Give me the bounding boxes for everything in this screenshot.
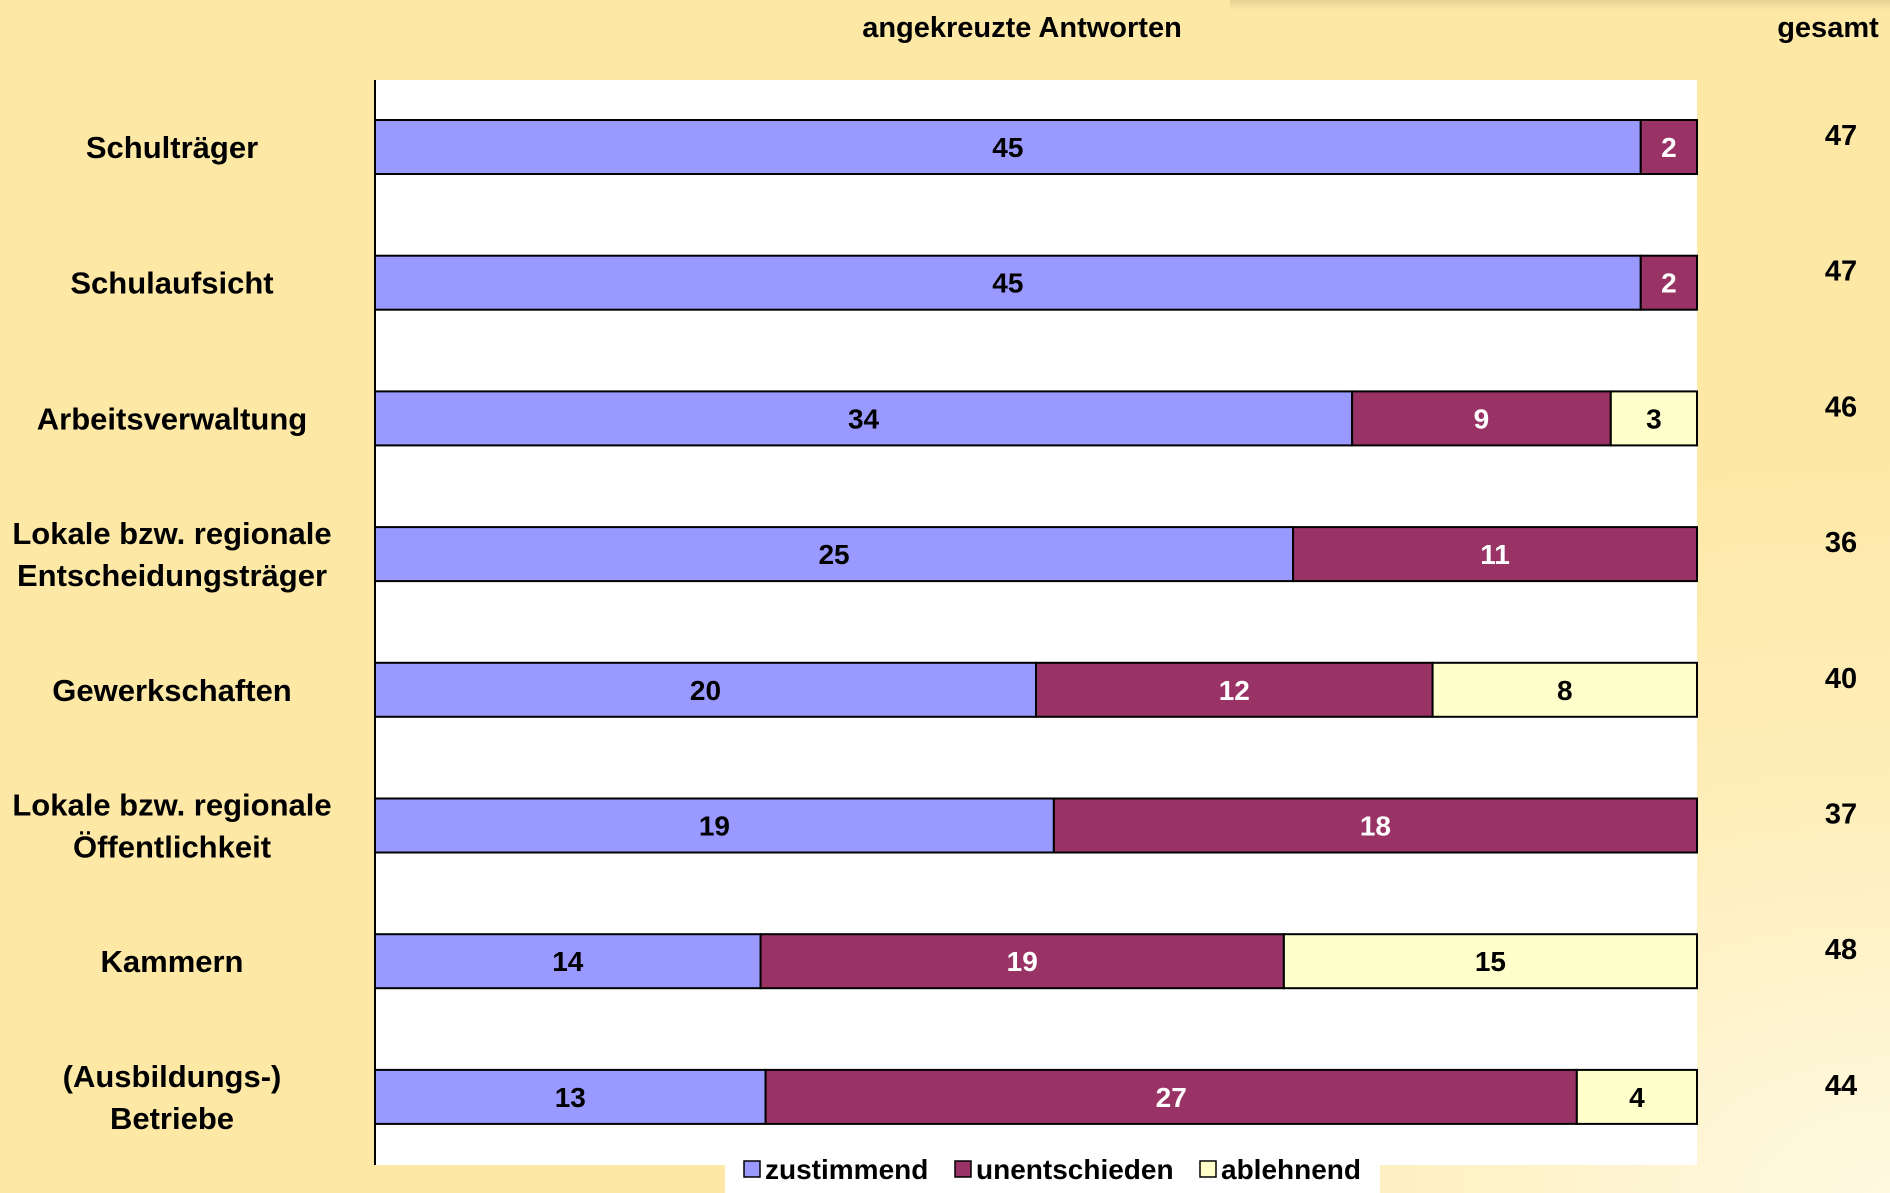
category-label: Gewerkschaften: [52, 673, 292, 708]
row-totals: 47 47 46 36 40 37 48 44: [1825, 120, 1857, 1102]
bar-segment: [374, 119, 1642, 175]
bar-value-label: 25: [818, 539, 849, 570]
bar-segment: [1292, 526, 1698, 583]
bar-segment: [759, 933, 1285, 990]
legend-swatch: [743, 1160, 761, 1178]
row-total-value: 47: [1825, 120, 1857, 152]
bar-value-label: 9: [1474, 403, 1490, 434]
bar-value-label: 18: [1360, 811, 1391, 842]
category-label: Lokale bzw. regionale Öffentlichkeit: [12, 788, 331, 865]
category-label: Schulträger: [86, 130, 258, 165]
bar-value-label: 45: [992, 132, 1023, 163]
category-labels: Schulträger Schulaufsicht Arbeitsverwaltun…: [12, 130, 331, 1136]
bar-value-label: 19: [699, 811, 730, 842]
row-total-value: 37: [1825, 799, 1857, 831]
bar-value-label: 2: [1661, 268, 1677, 299]
legend-box: [725, 1147, 1380, 1193]
bar-segment: [374, 254, 1642, 311]
bar-segment: [374, 526, 1295, 583]
bars-group: 45 2 45 2 34 9 3 25 11 20 12 8 19 18 14 19 15 13 27 4: [374, 119, 1699, 1125]
row-total-value: 36: [1825, 527, 1857, 559]
category-label: Kammern: [101, 944, 244, 979]
bar-segment: [374, 797, 1055, 854]
bar-value-label: 4: [1629, 1082, 1645, 1113]
bar-segment: [1639, 119, 1698, 175]
bar-segment: [1431, 661, 1698, 718]
legend-swatch: [954, 1160, 972, 1178]
bar-value-label: 19: [1007, 946, 1038, 977]
bar-value-label: 45: [992, 268, 1023, 299]
legend: zustimmend unentschieden ablehnend: [743, 1154, 1361, 1185]
bar-value-label: 2: [1661, 132, 1677, 163]
legend-label: zustimmend: [765, 1154, 928, 1185]
bar-segment: [1609, 390, 1698, 447]
row-total-value: 40: [1825, 663, 1857, 695]
bar-value-label: 3: [1646, 403, 1662, 434]
chart-title: angekreuzte Antworten: [862, 12, 1182, 44]
bar-value-label: 34: [848, 403, 880, 434]
bar-value-label: 15: [1475, 946, 1506, 977]
bar-segment: [1575, 1068, 1699, 1125]
bar-value-label: 12: [1219, 675, 1250, 706]
bar-segment: [374, 933, 762, 990]
bar-value-label: 11: [1480, 539, 1510, 570]
bar-value-label: 27: [1156, 1082, 1187, 1113]
row-total-value: 44: [1825, 1070, 1857, 1102]
bar-value-label: 8: [1557, 675, 1573, 706]
bar-segment: [374, 661, 1037, 718]
bar-segment: [1052, 797, 1698, 854]
row-total-value: 46: [1825, 391, 1857, 423]
bar-value-label: 13: [555, 1082, 586, 1113]
legend-swatch: [1199, 1160, 1217, 1178]
category-label: Lokale bzw. regionale Entscheidungsträger: [12, 516, 331, 593]
bar-value-label: 20: [690, 675, 721, 706]
row-total-value: 47: [1825, 256, 1857, 288]
bar-segment: [1035, 661, 1434, 718]
bar-segment: [1639, 254, 1698, 311]
row-total-value: 48: [1825, 934, 1857, 966]
legend-label: ablehnend: [1221, 1154, 1361, 1185]
legend-label: unentschieden: [976, 1154, 1174, 1185]
category-label: (Ausbildungs-) Betriebe: [63, 1059, 282, 1136]
bar-segment: [374, 390, 1354, 447]
bar-value-label: 14: [552, 946, 584, 977]
bar-segment: [1282, 933, 1698, 990]
bar-segment: [374, 1068, 767, 1125]
plot-area: [375, 80, 1697, 1165]
bar-segment: [764, 1068, 1578, 1125]
category-label: Schulaufsicht: [70, 266, 273, 301]
category-label: Arbeitsverwaltung: [37, 401, 307, 436]
total-column-header: gesamt: [1777, 12, 1879, 44]
